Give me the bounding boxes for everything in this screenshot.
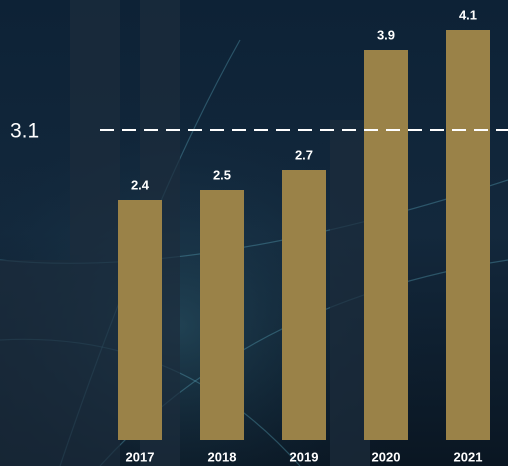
reference-label: 3.1 — [10, 120, 39, 143]
bar — [364, 50, 408, 440]
value-label: 3.9 — [377, 27, 395, 42]
x-tick-label: 2020 — [372, 449, 401, 464]
bar — [282, 170, 326, 440]
x-tick-label: 2021 — [454, 449, 483, 464]
x-tick-label: 2018 — [208, 449, 237, 464]
bar — [118, 200, 162, 440]
value-label: 2.7 — [295, 147, 313, 162]
x-tick-label: 2017 — [126, 449, 155, 464]
value-label: 2.5 — [213, 167, 231, 182]
x-tick-label: 2019 — [290, 449, 319, 464]
bar — [200, 190, 244, 440]
bar — [446, 30, 490, 440]
value-label: 2.4 — [131, 177, 150, 192]
value-label: 4.1 — [459, 7, 477, 22]
